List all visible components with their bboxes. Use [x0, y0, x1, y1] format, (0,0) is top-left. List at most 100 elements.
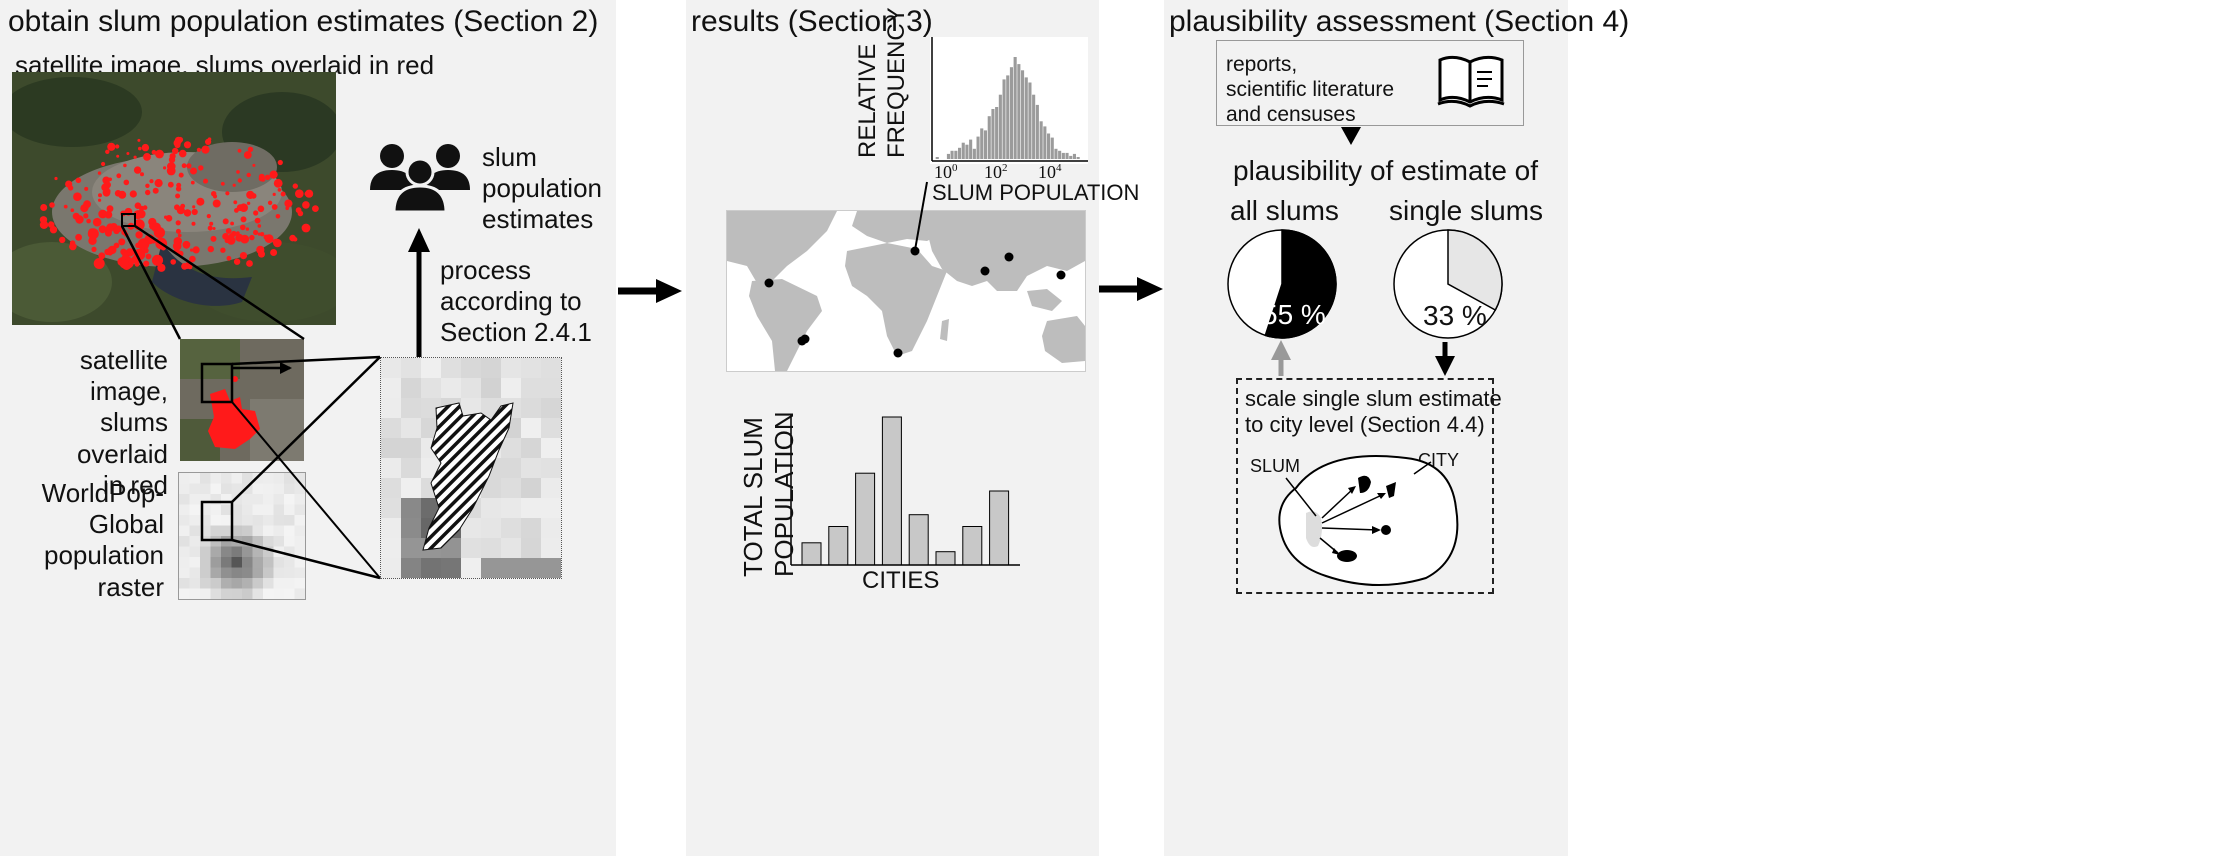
histogram-ylabel-line1: RELATIVE	[854, 43, 881, 158]
histogram-bar	[1061, 152, 1065, 159]
estimates-label-line1: slum	[482, 142, 537, 172]
bar-chart-ylabel-line1: TOTAL SLUM	[738, 417, 768, 577]
histogram-bar	[995, 107, 999, 159]
histogram-bar	[998, 94, 1002, 159]
bar-chart-bar	[855, 472, 876, 566]
zoomed-raster-art	[381, 358, 561, 578]
arrow-right-icon	[1099, 277, 1163, 301]
sat-small-label-line1: satellite image,	[79, 345, 168, 407]
histogram-bar	[1043, 126, 1047, 159]
worldpop-label: WorldPop- Global population raster	[20, 478, 164, 603]
hist-tick-0: 100	[934, 162, 958, 182]
world-map-art	[727, 211, 1085, 371]
histogram-bar	[946, 153, 950, 159]
histogram-bar	[969, 139, 973, 159]
histogram-bar	[987, 116, 991, 159]
arrow-down-icon	[1341, 127, 1361, 145]
bar-chart-bar	[989, 490, 1010, 566]
pie-slice-plausible	[1264, 229, 1337, 339]
satellite-image-large-art	[12, 72, 336, 325]
estimates-label-line2: population	[482, 173, 602, 204]
histogram-bar	[965, 144, 969, 159]
hist-tick-2: 102	[984, 162, 1008, 182]
sources-line2: scientific literature	[1226, 78, 1395, 102]
world-map	[726, 210, 1086, 372]
histogram-bar	[1013, 57, 1017, 159]
histogram-bar	[1028, 82, 1032, 159]
process-label: process according to Section 2.4.1	[440, 255, 592, 349]
bar-chart-bar	[801, 542, 822, 566]
histogram-bar	[972, 148, 976, 159]
worldpop-label-line3: population raster	[44, 540, 164, 602]
all-slums-label: all slums	[1230, 195, 1339, 226]
process-label-line3: Section 2.4.1	[440, 317, 592, 348]
histogram-ticks: 100 102 104	[930, 162, 1090, 184]
histogram-bar	[1069, 155, 1073, 159]
histogram-bar	[950, 150, 954, 159]
histogram-bar	[1047, 133, 1051, 159]
scale-label: scale single slum estimate to city level…	[1245, 386, 1502, 439]
pie-slice-plausible	[1447, 229, 1503, 312]
histogram-bar	[1017, 64, 1021, 159]
satellite-image-small	[180, 339, 304, 461]
sat-small-label: satellite image, slums overlaid in red	[20, 345, 168, 501]
worldpop-label-line1: WorldPop-	[41, 478, 164, 508]
bar-chart-ylabel-line2: POPULATION	[769, 411, 800, 577]
histogram-bar	[1032, 94, 1036, 159]
sources-label: reports, scientific literature and censu…	[1226, 52, 1394, 128]
histogram-ylabel: RELATIVE FREQUENCY	[854, 7, 912, 158]
city-diagram	[1278, 455, 1459, 587]
worldpop-raster-art	[179, 473, 305, 599]
process-label-line2: according to	[440, 286, 582, 317]
book-icon	[1437, 55, 1505, 108]
histogram-bar	[961, 142, 965, 159]
process-label-line1: process	[440, 255, 532, 285]
histogram-bar	[1072, 153, 1076, 159]
histogram-ylabel-line2: FREQUENCY	[882, 7, 910, 158]
histogram-bar	[983, 130, 987, 159]
histogram-bar	[935, 157, 939, 159]
histogram-bar	[1021, 70, 1025, 159]
section4-title: plausibility assessment (Section 4)	[1169, 5, 1630, 38]
histogram-bar	[1058, 150, 1062, 159]
histogram-chart	[931, 37, 1088, 162]
hist-tick-4: 104	[1038, 162, 1062, 182]
scale-label-line2: to city level (Section 4.4)	[1245, 412, 1485, 438]
histogram-xlabel: SLUM POPULATION	[932, 180, 1140, 205]
bar-chart-bar	[935, 551, 956, 566]
histogram-bar	[1050, 137, 1054, 159]
histogram-bar	[991, 109, 995, 159]
worldpop-label-line2: Global	[88, 509, 164, 540]
bar-chart-bar	[908, 514, 929, 566]
scale-label-line1: scale single slum estimate	[1245, 386, 1502, 411]
histogram-bar	[980, 128, 984, 159]
histogram-bar	[1002, 79, 1006, 159]
pie-single-slums	[1393, 229, 1503, 339]
people-group-icon	[370, 144, 470, 212]
map-pointer-line	[914, 181, 928, 251]
arrow-right-icon	[618, 279, 682, 303]
section3-title: results (Section 3)	[691, 5, 933, 38]
pie-single-value: 33 %	[1423, 300, 1487, 331]
histogram-bar	[1035, 104, 1039, 159]
sat-small-label-line2: slums overlaid	[76, 407, 168, 469]
section2-title: obtain slum population estimates (Sectio…	[8, 5, 599, 38]
section4-panel	[1164, 0, 1568, 856]
bar-chart	[790, 414, 1020, 566]
bar-chart-xlabel: CITIES	[862, 567, 940, 594]
histogram-bar	[1039, 121, 1043, 159]
slum-label: SLUM	[1250, 456, 1301, 476]
pie-all-value: 55 %	[1262, 299, 1326, 330]
histogram-bar	[976, 136, 980, 159]
histogram-bar	[1009, 67, 1013, 159]
histogram-bar	[1054, 148, 1058, 159]
pie-all-slums	[1227, 229, 1337, 339]
satellite-image-small-art	[180, 339, 304, 461]
bar-chart-ylabel: TOTAL SLUM POPULATION	[738, 411, 800, 577]
bar-chart-bar	[828, 526, 849, 566]
histogram-bar	[1024, 77, 1028, 159]
histogram-bar	[958, 147, 962, 159]
sat-small-label-line3: in red	[102, 469, 168, 500]
sources-line1: reports,	[1226, 53, 1298, 76]
zoomed-raster	[380, 357, 562, 579]
